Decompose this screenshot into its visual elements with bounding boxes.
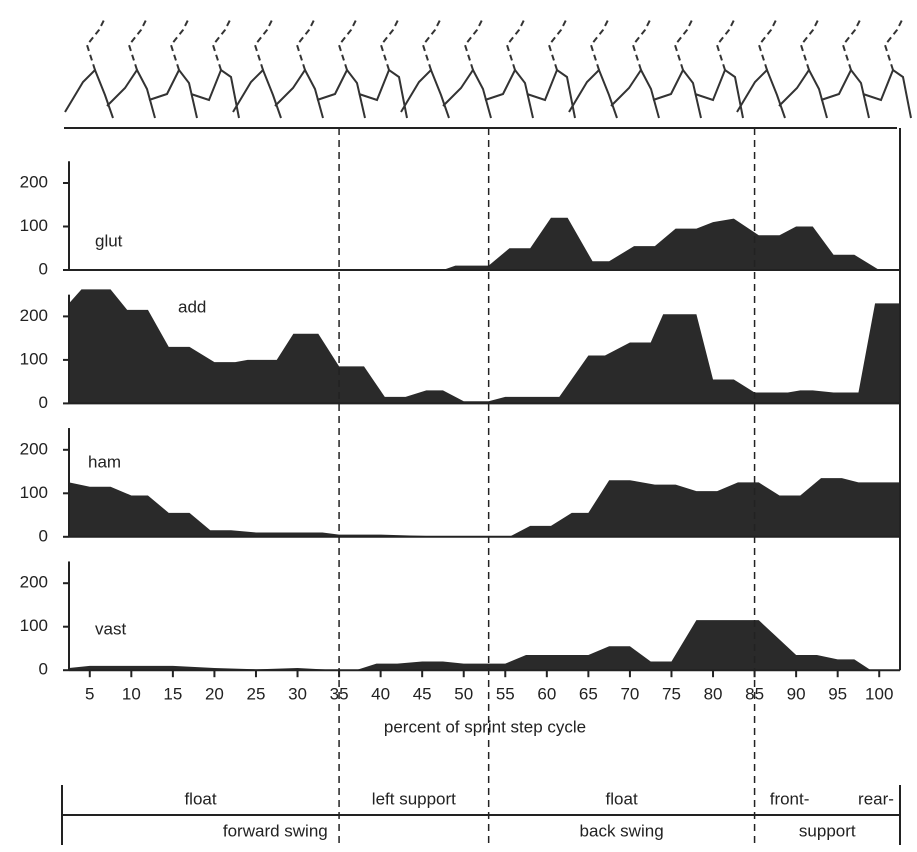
series-label: glut [95,231,123,250]
runner-leg [820,68,870,119]
runner-leg [526,68,576,119]
runner-leg [211,17,232,71]
runner-leg [862,68,912,119]
x-tick-label: 5 [85,685,94,704]
phase-label: support [799,821,856,840]
runner-leg [610,68,660,119]
x-tick-label: 45 [413,685,432,704]
x-axis-label: percent of sprint step cycle [384,717,586,736]
y-tick-label: 0 [39,259,48,278]
x-tick-label: 80 [704,685,723,704]
runner-leg [463,17,484,71]
x-tick-label: 95 [828,685,847,704]
runner-leg [358,68,408,119]
y-tick-label: 0 [39,660,48,679]
runner-leg [841,17,862,71]
y-tick-label: 200 [20,306,48,325]
runner-leg [316,68,366,119]
runner-leg [337,17,358,71]
y-tick-label: 200 [20,573,48,592]
x-tick-label: 40 [371,685,390,704]
phase-label: float [184,789,216,808]
x-tick-label: 55 [496,685,515,704]
runner-leg [232,68,282,119]
x-tick-label: 70 [620,685,639,704]
runner-leg [568,68,618,119]
runner-leg [694,68,744,119]
phase-label: back swing [580,821,664,840]
x-tick-label: 10 [122,685,141,704]
runner-leg [547,17,568,71]
phase-label: float [606,789,638,808]
y-tick-label: 0 [39,526,48,545]
y-tick-label: 100 [20,616,48,635]
runner-leg [85,17,106,71]
phase-label: rear- [858,789,894,808]
runner-leg [442,68,492,119]
runner-leg [484,68,534,119]
x-tick-label: 60 [537,685,556,704]
x-tick-label: 25 [247,685,266,704]
series-label: ham [88,452,121,471]
runner-leg [673,17,694,71]
phase-label: forward swing [223,821,328,840]
phase-label: front- [770,789,810,808]
runner-leg [505,17,526,71]
area [69,478,900,537]
runner-leg [736,68,786,119]
runner-leg [715,17,736,71]
runner-leg [295,17,316,71]
x-tick-label: 65 [579,685,598,704]
y-tick-label: 200 [20,439,48,458]
series-label: vast [95,619,126,638]
runner-leg [106,68,156,119]
runner-leg [274,68,324,119]
x-tick-label: 75 [662,685,681,704]
area [69,217,900,270]
series-label: add [178,297,206,316]
y-tick-label: 100 [20,216,48,235]
runner-leg [883,17,904,71]
runner-leg [778,68,828,119]
x-tick-label: 100 [865,685,893,704]
area [69,289,900,404]
phase-label: left support [372,789,456,808]
runner-leg [589,17,610,71]
y-tick-label: 100 [20,483,48,502]
runner-leg [253,17,274,71]
runner-leg [652,68,702,119]
runner-leg [190,68,240,119]
runner-leg [757,17,778,71]
y-tick-label: 100 [20,349,48,368]
runner-leg [799,17,820,71]
x-tick-label: 30 [288,685,307,704]
runner-leg [169,17,190,71]
area [69,620,900,671]
x-tick-label: 50 [454,685,473,704]
runner-leg [127,17,148,71]
x-tick-label: 15 [163,685,182,704]
runner-leg [64,68,114,119]
x-tick-label: 20 [205,685,224,704]
runner-leg [379,17,400,71]
runner-figures [64,17,912,119]
y-tick-label: 200 [20,172,48,191]
runner-leg [421,17,442,71]
x-tick-label: 90 [787,685,806,704]
runner-leg [148,68,198,119]
y-tick-label: 0 [39,393,48,412]
runner-leg [400,68,450,119]
runner-leg [631,17,652,71]
